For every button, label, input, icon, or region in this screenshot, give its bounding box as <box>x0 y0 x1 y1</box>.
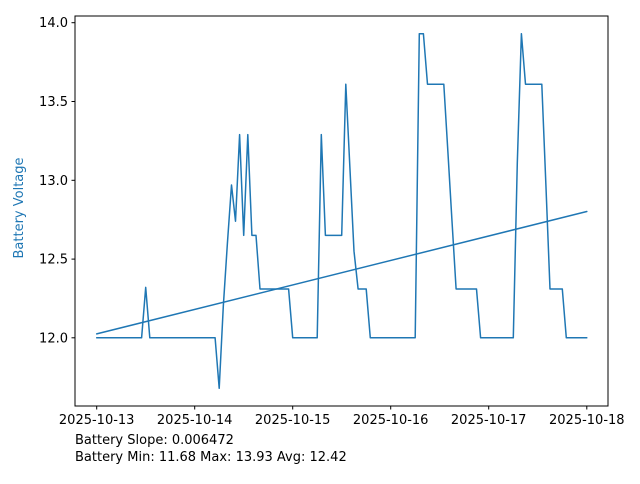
y-tick-label: 13.0 <box>39 174 68 189</box>
x-tick-label: 2025-10-13 <box>59 413 135 428</box>
y-axis-label: Battery Voltage <box>12 157 27 258</box>
x-tick-label: 2025-10-15 <box>255 413 331 428</box>
plot-border <box>74 15 609 407</box>
y-tick-label: 12.5 <box>39 253 68 268</box>
y-tick-label: 14.0 <box>39 16 68 31</box>
y-tick-label: 12.0 <box>39 331 68 346</box>
x-tick-label: 2025-10-14 <box>157 413 233 428</box>
x-tick-label: 2025-10-16 <box>353 413 429 428</box>
annotation-slope: Battery Slope: 0.006472 <box>75 433 234 448</box>
x-tick-label: 2025-10-17 <box>451 413 527 428</box>
battery-voltage-line <box>95 32 588 390</box>
y-axis-ticks: 12.0 12.5 13.0 13.5 14.0 <box>39 16 75 346</box>
annotation-stats: Battery Min: 11.68 Max: 13.93 Avg: 12.42 <box>75 450 347 465</box>
series-lines <box>95 32 588 390</box>
x-tick-label: 2025-10-18 <box>549 413 625 428</box>
x-axis-ticks: 2025-10-13 2025-10-14 2025-10-15 2025-10-16… <box>59 406 625 428</box>
y-tick-label: 13.5 <box>39 95 68 110</box>
battery-trend-line <box>95 210 588 335</box>
